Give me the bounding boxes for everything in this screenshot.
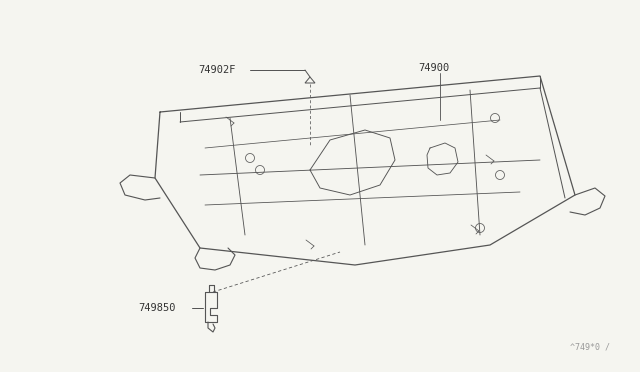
Text: 749850: 749850: [138, 303, 175, 313]
Text: 74902F: 74902F: [198, 65, 236, 75]
Text: ^749*0 /: ^749*0 /: [570, 343, 610, 352]
Text: 74900: 74900: [418, 63, 449, 73]
